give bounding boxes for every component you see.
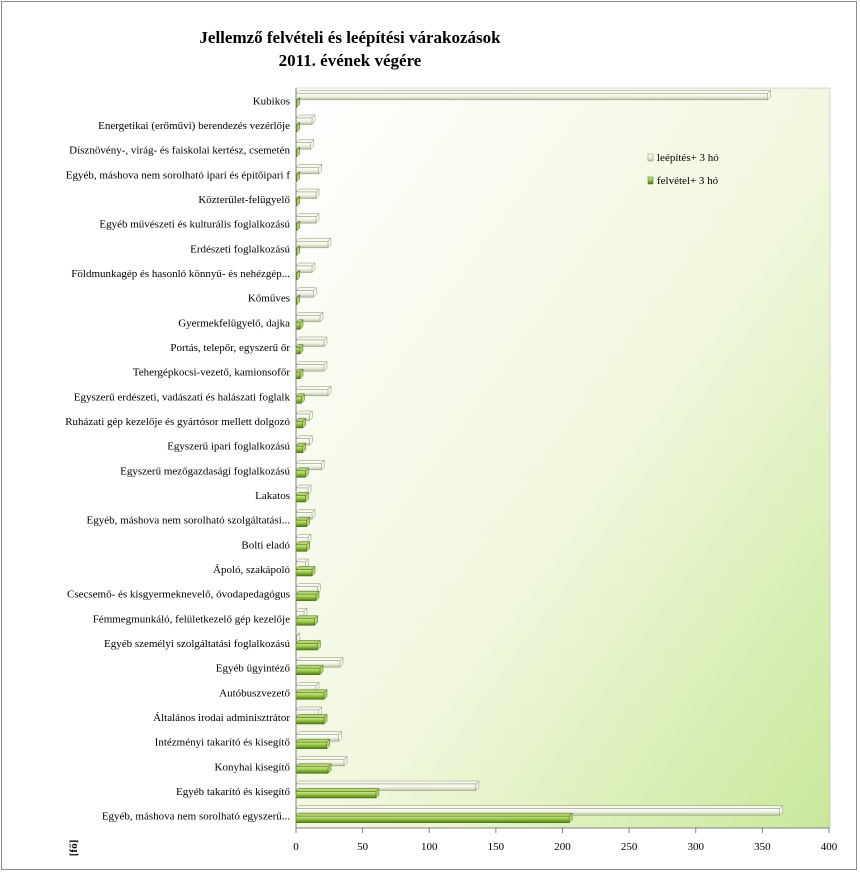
- bar: [295, 311, 324, 323]
- bar: [295, 368, 304, 380]
- category-label: Általános irodai adminisztrátor: [153, 712, 290, 724]
- legend-label: leépítés+ 3 hó: [657, 152, 719, 164]
- category-labels: Kubikos Energetikai (erőművi) berendezés …: [65, 95, 290, 822]
- x-tick-label: 250: [621, 841, 638, 853]
- category-label: Bolti eladó: [241, 539, 290, 551]
- bar: [295, 188, 320, 200]
- x-tick-label: 300: [688, 841, 705, 853]
- legend-swatch: [647, 176, 654, 185]
- bar: [295, 639, 321, 651]
- bar: [295, 590, 320, 602]
- bar: [295, 541, 311, 552]
- bar: [295, 213, 320, 224]
- bar: [295, 393, 305, 404]
- category-label: Portás, telepőr, egyszerű őr: [170, 342, 290, 354]
- category-label: Autóbuszvezető: [219, 687, 290, 699]
- bar: [295, 689, 328, 700]
- bars-group: [295, 89, 784, 824]
- bar: [295, 417, 307, 429]
- bar: [295, 361, 328, 372]
- category-label: Tehergépkocsi-vezető, kamionsofőr: [133, 367, 291, 379]
- category-label: Egyéb, máshova nem sorolható ipari és ép…: [66, 169, 291, 181]
- bar: [295, 558, 309, 570]
- category-label: Közterület-felügyelő: [198, 194, 290, 206]
- category-label: Egyéb ügyintéző: [216, 663, 291, 675]
- bar: [295, 615, 319, 626]
- bar: [295, 812, 573, 824]
- bar: [295, 287, 317, 298]
- category-label: Lakatos: [255, 490, 290, 502]
- category-label: Egyéb művészeti és kulturális foglalkozá…: [99, 219, 290, 231]
- bar: [295, 385, 332, 397]
- category-label: Konyhai kisegítő: [215, 761, 291, 773]
- x-tick-label: 200: [554, 841, 571, 853]
- category-label: Erdészeti foglalkozású: [190, 243, 290, 255]
- bar: [295, 763, 332, 774]
- bar: [295, 319, 304, 330]
- legend-label: felvétel+ 3 hó: [657, 175, 719, 187]
- bar: [295, 731, 343, 742]
- chart-title: Jellemző felvételi és leépítési várakozá…: [150, 26, 550, 72]
- legend: leépítés+ 3 hó felvétel+ 3 hó: [647, 152, 719, 187]
- legend-item: leépítés+ 3 hó: [647, 152, 719, 164]
- category-label: Egyéb, máshova nem sorolható egyszerű...: [102, 811, 290, 823]
- legend-item: felvétel+ 3 hó: [647, 175, 719, 187]
- category-label: Ruházati gép kezelője és gyártósor melle…: [65, 416, 290, 428]
- x-tick-label: 0: [293, 841, 299, 853]
- category-label: Egyéb személyi szolgáltatási foglalkozás…: [104, 638, 291, 650]
- bar: [295, 516, 311, 528]
- chart-title-line-2: 2011. évének végére: [278, 51, 422, 70]
- bar: [295, 780, 480, 792]
- y-axis-unit-label: [fő]: [68, 840, 80, 857]
- x-tick-label: 50: [357, 841, 369, 853]
- category-label: Földmunkagép és hasonló könnyű- és nehéz…: [71, 268, 290, 280]
- category-label: Dísznövény-, virág- és faiskolai kertész…: [69, 145, 290, 157]
- category-label: Egyszerű erdészeti, vadászati és halásza…: [74, 391, 291, 403]
- bar: [295, 336, 328, 348]
- category-label: Egyéb, máshova nem sorolható szolgáltatá…: [87, 515, 291, 527]
- bar: [295, 89, 772, 101]
- bar: [295, 435, 313, 446]
- category-label: Kőműves: [248, 293, 290, 305]
- x-tick-label: 350: [754, 841, 771, 853]
- bar: [295, 114, 316, 126]
- x-tick-label: 400: [821, 841, 838, 853]
- category-label: Energetikai (erőművi) berendezés vezérlő…: [98, 120, 290, 132]
- bar: [295, 410, 313, 422]
- x-tick-label: 150: [488, 841, 505, 853]
- bar: [295, 565, 316, 577]
- bar: [295, 787, 380, 799]
- bar: [295, 738, 331, 750]
- category-label: Egyszerű ipari foglalkozású: [167, 441, 290, 453]
- category-label: Egyéb takarító és kisegítő: [176, 786, 290, 798]
- bar: [295, 509, 316, 520]
- bar: [295, 139, 315, 150]
- bar: [295, 681, 320, 693]
- bar: [295, 607, 308, 619]
- bar: [295, 713, 328, 725]
- category-label: Kubikos: [253, 95, 290, 107]
- chart-title-line-1: Jellemző felvételi és leépítési várakozá…: [199, 28, 501, 47]
- bar: [295, 664, 324, 676]
- category-label: Ápoló, szakápoló: [213, 564, 290, 576]
- bar: [295, 343, 304, 355]
- category-label: Fémmegmunkáló, felületkezelő gép kezelőj…: [93, 613, 290, 625]
- bar: [295, 484, 312, 496]
- bar: [295, 491, 309, 503]
- bar: [295, 262, 316, 274]
- category-label: Intézményi takarító és kisegítő: [155, 737, 291, 749]
- bar: [295, 467, 309, 478]
- bar: [295, 442, 307, 454]
- bar: [295, 294, 301, 306]
- category-label: Csecsemő- és kisgyermeknevelő, óvodapeda…: [67, 589, 290, 601]
- category-label: Egyszerű mezőgazdasági foglalkozású: [120, 465, 290, 477]
- legend-swatch: [647, 153, 654, 162]
- x-tick-label: 100: [421, 841, 438, 853]
- bar: [295, 237, 332, 249]
- category-label: Gyermekfelügyelő, dajka: [178, 317, 290, 329]
- plot-area: [295, 87, 831, 829]
- x-axis: 0 50 100 150 200 250 300 350 400: [293, 88, 838, 853]
